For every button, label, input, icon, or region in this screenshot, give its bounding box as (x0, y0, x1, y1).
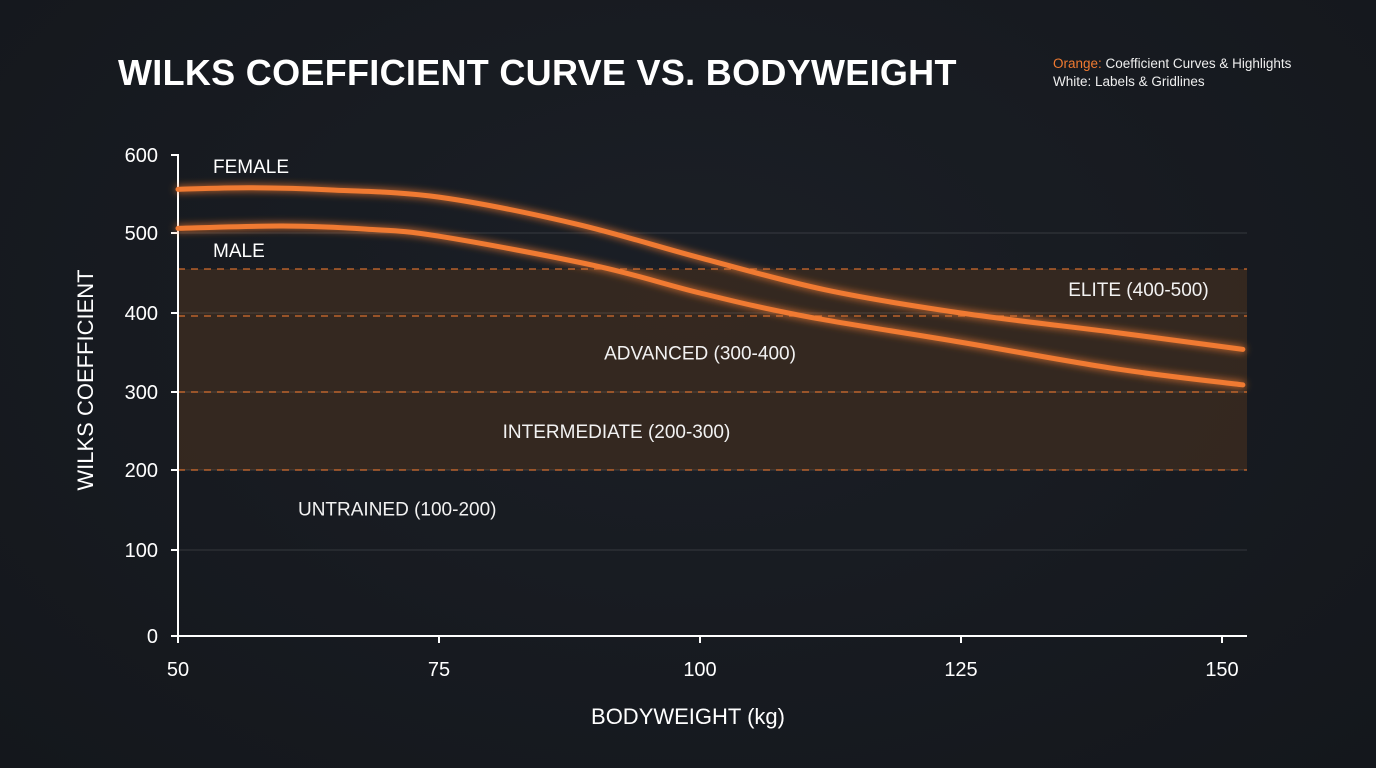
y-tick-label: 300 (125, 382, 158, 404)
x-tick-label: 100 (683, 659, 716, 681)
y-tick-label: 500 (125, 223, 158, 245)
band-label: ELITE (400-500) (1068, 280, 1208, 301)
legend-text-white: Labels & Gridlines (1095, 74, 1205, 89)
legend-line-orange: Orange: Coefficient Curves & Highlights (1053, 55, 1291, 73)
chart-title: WILKS COEFFICIENT CURVE VS. BODYWEIGHT (118, 52, 957, 93)
series-label-female: FEMALE (213, 157, 289, 178)
x-tick-label: 50 (167, 659, 189, 681)
x-axis-label: BODYWEIGHT (kg) (591, 704, 785, 729)
color-legend: Orange: Coefficient Curves & Highlights … (1053, 55, 1291, 91)
legend-line-white: White: Labels & Gridlines (1053, 73, 1291, 91)
x-tick-label: 75 (428, 659, 450, 681)
band-label: UNTRAINED (100-200) (298, 499, 497, 520)
x-tick-label: 125 (944, 659, 977, 681)
y-tick-label: 600 (125, 145, 158, 167)
y-axis-label: WILKS COEFFICIENT (73, 269, 98, 490)
curve-male (175, 223, 1246, 388)
skill-band (178, 269, 1247, 470)
curve-female (175, 185, 1246, 352)
series-label-male: MALE (213, 241, 265, 262)
y-tick-label: 200 (125, 460, 158, 482)
legend-key-white: White: (1053, 74, 1092, 89)
legend-key-orange: Orange: (1053, 56, 1102, 71)
y-tick-label: 0 (147, 626, 158, 648)
legend-text-orange: Coefficient Curves & Highlights (1105, 56, 1292, 71)
x-tick-label: 150 (1205, 659, 1238, 681)
band-label: ADVANCED (300-400) (604, 344, 796, 365)
band-label: INTERMEDIATE (200-300) (503, 422, 731, 443)
y-tick-label: 400 (125, 303, 158, 325)
y-tick-label: 100 (125, 540, 158, 562)
